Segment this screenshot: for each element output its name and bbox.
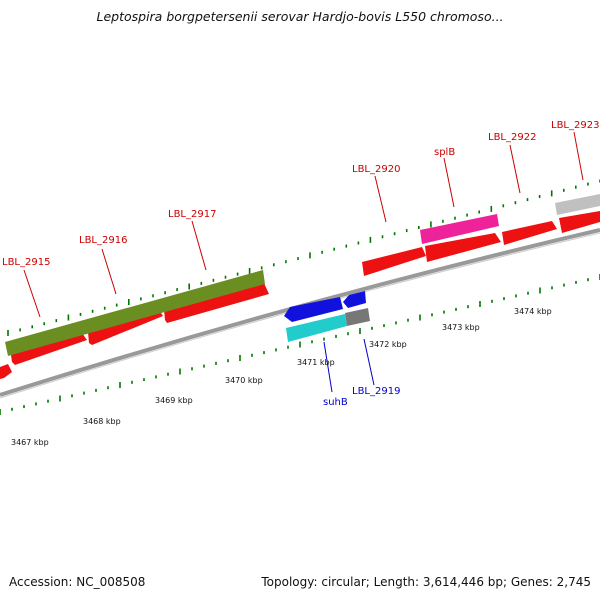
topology-label: Topology: circular; Length: 3,614,446 bp… (261, 575, 591, 589)
gene-feature-red-6[interactable] (425, 233, 501, 262)
gene-label-suhB[interactable]: suhB (323, 397, 348, 408)
connector-lbl2922 (509, 144, 521, 194)
gene-label-lbl2919[interactable]: LBL_2919 (352, 386, 400, 397)
gene-label-lbl2922[interactable]: LBL_2922 (488, 132, 536, 143)
connector-lbl2917 (191, 220, 207, 271)
gene-feature-olive[interactable] (5, 270, 265, 356)
gene-feature-red-5[interactable] (362, 247, 426, 276)
connector-splB (443, 157, 455, 208)
scale-label: 3474 kbp (514, 307, 552, 316)
gene-label-splB[interactable]: splB (434, 147, 455, 158)
scale-label: 3471 kbp (297, 358, 335, 367)
gene-feature-red-7[interactable] (502, 221, 557, 245)
gene-feature-red-2[interactable] (11, 333, 87, 365)
gene-feature-lbl2923[interactable] (555, 194, 600, 215)
connector-lbl2923 (573, 131, 584, 181)
scale-label: 3469 kbp (155, 396, 193, 405)
gene-feature-blue-left[interactable] (284, 297, 343, 322)
accession-label: Accession: NC_008508 (9, 575, 146, 589)
upper-scale-ruler (7, 179, 600, 336)
gene-label-lbl2915[interactable]: LBL_2915 (2, 257, 50, 268)
gene-feature-red-1[interactable] (0, 364, 12, 379)
lower-scale-ruler (0, 274, 600, 415)
connector-lbl2915 (23, 269, 41, 318)
gene-feature-suhB[interactable] (286, 314, 347, 342)
connector-suhB (323, 341, 333, 393)
gene-feature-red-8[interactable] (559, 211, 600, 233)
gene-label-lbl2923[interactable]: LBL_2923 (551, 120, 599, 131)
gene-feature-red-3[interactable] (88, 310, 163, 345)
scale-label: 3467 kbp (11, 438, 49, 447)
gene-feature-blue-right[interactable] (343, 291, 366, 308)
connector-lbl2919 (363, 338, 375, 386)
gene-label-lbl2920[interactable]: LBL_2920 (352, 164, 400, 175)
connector-lbl2916 (101, 248, 117, 295)
scale-label: 3473 kbp (442, 323, 480, 332)
scale-label: 3470 kbp (225, 376, 263, 385)
map-title: Leptospira borgpetersenii serovar Hardjo… (96, 9, 504, 24)
connector-lbl2920 (374, 175, 387, 223)
scale-label: 3468 kbp (83, 417, 121, 426)
gene-label-lbl2917[interactable]: LBL_2917 (168, 209, 216, 220)
gene-feature-splB[interactable] (420, 214, 499, 244)
gene-label-lbl2916[interactable]: LBL_2916 (79, 235, 127, 246)
gene-feature-lbl2919[interactable] (345, 308, 370, 326)
gene-feature-red-4[interactable] (164, 283, 269, 323)
scale-label: 3472 kbp (369, 340, 407, 349)
